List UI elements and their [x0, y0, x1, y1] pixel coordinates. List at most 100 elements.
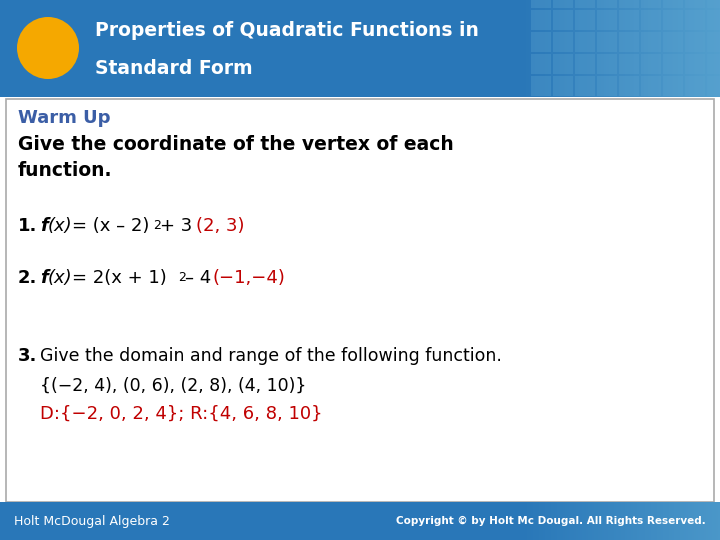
FancyBboxPatch shape	[632, 502, 633, 540]
FancyBboxPatch shape	[707, 54, 720, 74]
FancyBboxPatch shape	[600, 0, 601, 97]
Text: 2.: 2.	[18, 269, 37, 287]
FancyBboxPatch shape	[718, 0, 719, 97]
FancyBboxPatch shape	[550, 502, 551, 540]
FancyBboxPatch shape	[589, 0, 590, 97]
FancyBboxPatch shape	[703, 0, 704, 97]
Text: (2, 3): (2, 3)	[196, 217, 245, 235]
FancyBboxPatch shape	[611, 502, 612, 540]
FancyBboxPatch shape	[546, 0, 547, 97]
FancyBboxPatch shape	[689, 502, 690, 540]
FancyBboxPatch shape	[641, 0, 661, 8]
FancyBboxPatch shape	[617, 502, 618, 540]
FancyBboxPatch shape	[715, 502, 716, 540]
FancyBboxPatch shape	[643, 0, 644, 97]
FancyBboxPatch shape	[611, 0, 612, 97]
FancyBboxPatch shape	[619, 10, 639, 30]
FancyBboxPatch shape	[562, 502, 563, 540]
FancyBboxPatch shape	[719, 0, 720, 97]
FancyBboxPatch shape	[544, 0, 545, 97]
Ellipse shape	[17, 17, 79, 79]
FancyBboxPatch shape	[578, 502, 579, 540]
FancyBboxPatch shape	[591, 0, 592, 97]
FancyBboxPatch shape	[542, 0, 543, 97]
FancyBboxPatch shape	[700, 502, 701, 540]
FancyBboxPatch shape	[552, 0, 553, 97]
FancyBboxPatch shape	[615, 502, 616, 540]
FancyBboxPatch shape	[692, 0, 693, 97]
FancyBboxPatch shape	[597, 10, 617, 30]
FancyBboxPatch shape	[655, 502, 656, 540]
FancyBboxPatch shape	[697, 502, 698, 540]
FancyBboxPatch shape	[592, 0, 593, 97]
FancyBboxPatch shape	[603, 502, 604, 540]
FancyBboxPatch shape	[609, 502, 610, 540]
FancyBboxPatch shape	[560, 0, 561, 97]
FancyBboxPatch shape	[565, 0, 566, 97]
FancyBboxPatch shape	[709, 0, 710, 97]
FancyBboxPatch shape	[614, 0, 615, 97]
FancyBboxPatch shape	[595, 502, 596, 540]
FancyBboxPatch shape	[672, 0, 673, 97]
FancyBboxPatch shape	[562, 0, 563, 97]
FancyBboxPatch shape	[540, 0, 541, 97]
Text: 3.: 3.	[18, 347, 37, 365]
FancyBboxPatch shape	[605, 0, 606, 97]
FancyBboxPatch shape	[652, 0, 653, 97]
FancyBboxPatch shape	[569, 502, 570, 540]
FancyBboxPatch shape	[610, 0, 611, 97]
FancyBboxPatch shape	[610, 502, 611, 540]
FancyBboxPatch shape	[612, 502, 613, 540]
FancyBboxPatch shape	[597, 502, 598, 540]
FancyBboxPatch shape	[618, 0, 619, 97]
FancyBboxPatch shape	[597, 32, 617, 52]
FancyBboxPatch shape	[606, 0, 607, 97]
Text: 1.: 1.	[18, 217, 37, 235]
Text: f: f	[40, 217, 48, 235]
FancyBboxPatch shape	[634, 0, 635, 97]
FancyBboxPatch shape	[545, 0, 546, 97]
FancyBboxPatch shape	[577, 0, 578, 97]
FancyBboxPatch shape	[638, 502, 639, 540]
FancyBboxPatch shape	[646, 0, 647, 97]
FancyBboxPatch shape	[707, 502, 708, 540]
FancyBboxPatch shape	[531, 32, 551, 52]
FancyBboxPatch shape	[593, 502, 594, 540]
FancyBboxPatch shape	[713, 502, 714, 540]
FancyBboxPatch shape	[665, 502, 666, 540]
FancyBboxPatch shape	[676, 502, 677, 540]
FancyBboxPatch shape	[636, 0, 637, 97]
FancyBboxPatch shape	[531, 10, 551, 30]
FancyBboxPatch shape	[661, 502, 662, 540]
FancyBboxPatch shape	[665, 0, 666, 97]
FancyBboxPatch shape	[602, 502, 603, 540]
FancyBboxPatch shape	[550, 0, 551, 97]
Text: (x): (x)	[48, 217, 73, 235]
FancyBboxPatch shape	[547, 502, 548, 540]
FancyBboxPatch shape	[595, 0, 596, 97]
FancyBboxPatch shape	[678, 0, 679, 97]
FancyBboxPatch shape	[565, 502, 566, 540]
FancyBboxPatch shape	[694, 0, 695, 97]
FancyBboxPatch shape	[655, 0, 656, 97]
FancyBboxPatch shape	[656, 0, 657, 97]
FancyBboxPatch shape	[714, 502, 715, 540]
FancyBboxPatch shape	[614, 502, 615, 540]
FancyBboxPatch shape	[666, 0, 667, 97]
FancyBboxPatch shape	[571, 0, 572, 97]
FancyBboxPatch shape	[552, 502, 553, 540]
FancyBboxPatch shape	[622, 502, 623, 540]
FancyBboxPatch shape	[627, 502, 628, 540]
FancyBboxPatch shape	[584, 0, 585, 97]
FancyBboxPatch shape	[608, 0, 609, 97]
FancyBboxPatch shape	[707, 32, 720, 52]
FancyBboxPatch shape	[691, 0, 692, 97]
FancyBboxPatch shape	[673, 502, 674, 540]
FancyBboxPatch shape	[620, 502, 621, 540]
FancyBboxPatch shape	[695, 502, 696, 540]
FancyBboxPatch shape	[582, 0, 583, 97]
FancyBboxPatch shape	[711, 502, 712, 540]
FancyBboxPatch shape	[706, 502, 707, 540]
FancyBboxPatch shape	[541, 0, 542, 97]
FancyBboxPatch shape	[609, 0, 610, 97]
